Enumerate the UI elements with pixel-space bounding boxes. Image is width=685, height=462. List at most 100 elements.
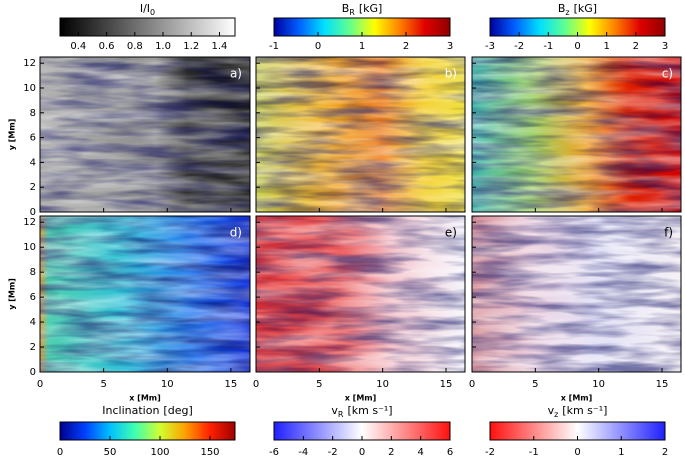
- colorbar-tick-label: 2: [633, 41, 639, 52]
- y-tick-label: 2: [30, 182, 36, 193]
- colorbar-tick-label: 0: [574, 447, 580, 458]
- colorbar: [59, 17, 236, 37]
- panel-frame: [255, 215, 466, 373]
- map-texture: [256, 216, 465, 372]
- colorbar-tick-label: -2: [485, 447, 495, 458]
- x-axis-label: x [Mm]: [561, 394, 593, 403]
- colorbar-title-unit: [kG]: [359, 2, 382, 15]
- colorbar-title: Inclination [deg]: [102, 404, 193, 417]
- colorbar-tick-label: 0: [315, 41, 321, 52]
- colorbar-tick-label: -6: [269, 447, 279, 458]
- x-tick-label: 5: [316, 379, 322, 390]
- colorbar-title-unit: [km s⁻¹]: [562, 404, 607, 417]
- panel-frame: [39, 215, 251, 373]
- colorbar-tick-label: 3: [662, 41, 668, 52]
- y-tick-label: 6: [30, 133, 36, 144]
- map-texture: [40, 216, 250, 372]
- colorbar-title-unit: [kG]: [574, 2, 597, 15]
- map-texture: [472, 57, 681, 212]
- x-axis-label: x [Mm]: [345, 394, 377, 403]
- y-tick-label: 2: [30, 342, 36, 353]
- colorbar-tick-label: -1: [529, 447, 539, 458]
- colorbar-tick-label: -4: [298, 447, 308, 458]
- y-tick-label: 8: [30, 108, 36, 119]
- x-tick-label: 15: [440, 379, 453, 390]
- colorbar-tick-label: 1: [618, 447, 624, 458]
- colorbar-tick-label: 0: [359, 447, 365, 458]
- colorbar: [59, 421, 236, 441]
- colorbar-tick-label: 0.6: [99, 41, 115, 52]
- colorbar-tick-label: 2: [403, 41, 409, 52]
- x-tick-label: 10: [161, 379, 174, 390]
- colorbar-tick-label: 50: [104, 447, 117, 458]
- colorbar-title-sub: R: [349, 8, 355, 17]
- colorbar-tick-label: 0.8: [127, 41, 143, 52]
- y-tick-label: 0: [30, 367, 36, 378]
- y-axis-label: y [Mm]: [8, 119, 17, 151]
- y-tick-label: 12: [23, 217, 36, 228]
- y-tick-label: 4: [30, 157, 36, 168]
- panel-label: c): [662, 67, 673, 81]
- colorbar-title-sub: z: [565, 8, 569, 17]
- panel-frame: [471, 215, 682, 373]
- panel-frame: [39, 56, 251, 213]
- panel-label: e): [445, 226, 457, 240]
- x-tick-label: 5: [100, 379, 106, 390]
- colorbar-tick-label: 0: [57, 447, 63, 458]
- colorbar-tick-label: 6: [447, 447, 453, 458]
- colorbar-tick-label: -3: [485, 41, 495, 52]
- y-tick-label: 12: [23, 58, 36, 69]
- y-tick-label: 8: [30, 267, 36, 278]
- colorbar-tick-label: 0.4: [70, 41, 86, 52]
- map-texture: [472, 216, 681, 372]
- panel-frame: [471, 56, 682, 213]
- colorbar-tick-label: 2: [662, 447, 668, 458]
- colorbar-tick-label: 1.4: [212, 41, 228, 52]
- colorbar-tick-label: 1: [359, 41, 365, 52]
- colorbar-title: vz [km s⁻¹]: [548, 404, 608, 419]
- x-tick-label: 0: [253, 379, 259, 390]
- map-texture: [256, 57, 465, 212]
- colorbar-title: I/I0: [140, 2, 155, 17]
- panel-label: a): [230, 67, 242, 81]
- colorbar-tick-label: 150: [200, 447, 219, 458]
- colorbar-tick-label: 4: [417, 447, 423, 458]
- y-axis-label: y [Mm]: [8, 278, 17, 310]
- colorbar-tick-label: -1: [269, 41, 279, 52]
- colorbar-tick-label: 1.2: [183, 41, 199, 52]
- y-tick-label: 6: [30, 292, 36, 303]
- x-tick-label: 5: [532, 379, 538, 390]
- colorbar-tick-label: 3: [447, 41, 453, 52]
- colorbar-title-base: B: [558, 2, 566, 15]
- colorbar-tick-label: 100: [150, 447, 169, 458]
- x-tick-label: 0: [469, 379, 475, 390]
- colorbar-title-sub: z: [554, 410, 558, 419]
- colorbar-title-base: Inclination: [102, 404, 159, 417]
- colorbar-tick-label: -2: [328, 447, 338, 458]
- colorbar-title-unit: [deg]: [163, 404, 192, 417]
- colorbar-tick-label: 0: [574, 41, 580, 52]
- colorbar-tick-label: 1: [603, 41, 609, 52]
- colorbar-title-base: B: [342, 2, 350, 15]
- colorbar-title: vR [km s⁻¹]: [331, 404, 392, 419]
- x-tick-label: 15: [225, 379, 238, 390]
- y-tick-label: 4: [30, 317, 36, 328]
- colorbar-tick-label: -1: [543, 41, 553, 52]
- x-tick-label: 0: [37, 379, 43, 390]
- panel-label: b): [445, 67, 457, 81]
- colorbar-title-base: I/I: [140, 2, 150, 15]
- y-tick-label: 10: [23, 242, 36, 253]
- colorbar-title: BR [kG]: [342, 2, 383, 17]
- colorbar-tick-label: -2: [514, 41, 524, 52]
- x-tick-label: 10: [592, 379, 605, 390]
- colorbar-title-unit: [km s⁻¹]: [347, 404, 392, 417]
- x-axis-label: x [Mm]: [129, 394, 161, 403]
- colorbar-title-sub: 0: [150, 8, 155, 17]
- y-tick-label: 10: [23, 83, 36, 94]
- x-tick-label: 10: [376, 379, 389, 390]
- colorbar-tick-label: 1.0: [155, 41, 171, 52]
- panel-label: d): [230, 226, 242, 240]
- panel-frame: [255, 56, 466, 213]
- panel-label: f): [664, 226, 673, 240]
